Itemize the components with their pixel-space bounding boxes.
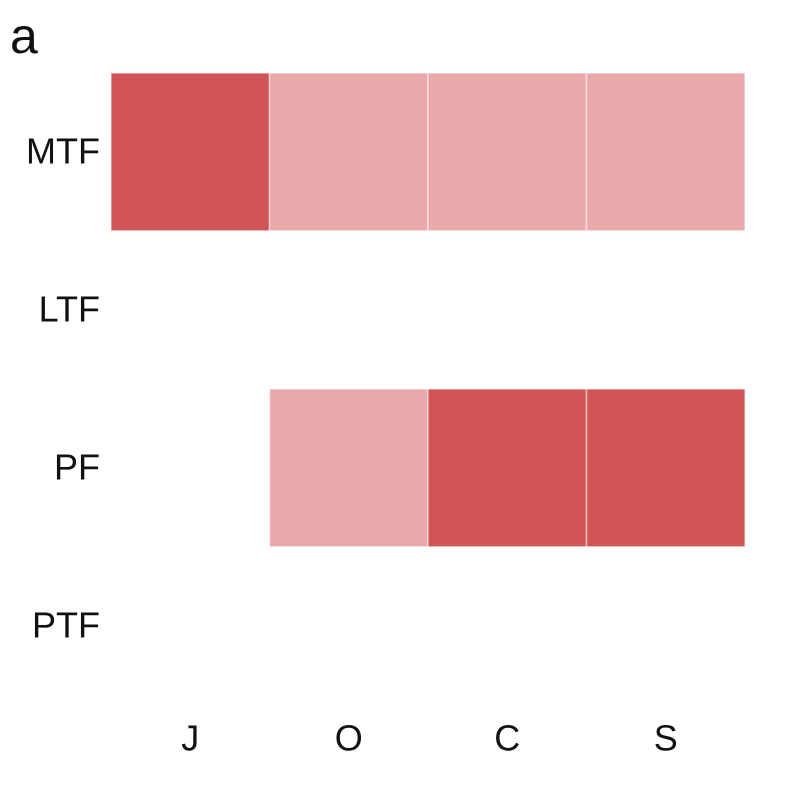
panel-label: a (10, 8, 38, 64)
heatmap-cell (110, 546, 271, 706)
heatmap-cell (585, 230, 746, 390)
heatmap-cell (110, 230, 271, 390)
heatmap-cell (585, 72, 746, 232)
heatmap-cell (427, 72, 588, 232)
x-tick-label: O (335, 718, 363, 759)
x-tick-label: C (494, 718, 520, 759)
y-tick-label: LTF (39, 289, 100, 330)
heatmap-cell (110, 72, 271, 232)
heatmap-cell (427, 230, 588, 390)
heatmap-cell (427, 388, 588, 548)
heatmap-cell (427, 546, 588, 706)
heatmap-cell (110, 388, 271, 548)
heatmap-cell (268, 72, 429, 232)
y-tick-label: MTF (26, 131, 100, 172)
heatmap-cell (268, 388, 429, 548)
y-tick-label: PF (54, 447, 100, 488)
heatmap-cell (585, 388, 746, 548)
y-tick-label: PTF (32, 605, 100, 646)
heatmap-cell (268, 230, 429, 390)
heatmap-cell (268, 546, 429, 706)
x-tick-label: S (654, 718, 678, 759)
x-tick-label: J (181, 718, 199, 759)
heatmap-cell (585, 546, 746, 706)
